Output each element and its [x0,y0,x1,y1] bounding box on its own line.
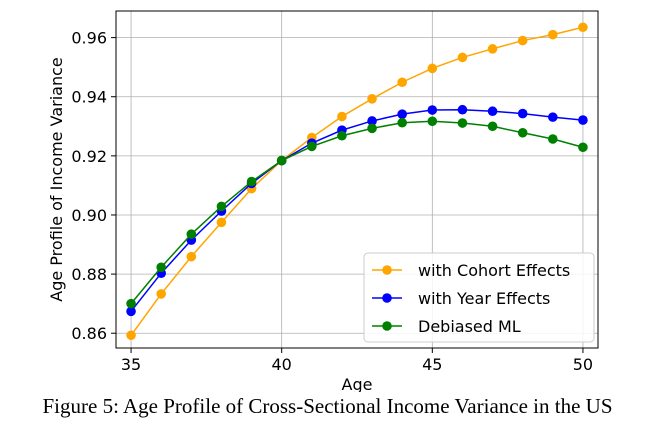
data-point-with-year-effects [397,109,407,119]
data-point-debiased-ml [276,155,287,166]
y-axis-ticks: 0.86 0.88 0.90 0.92 0.94 0.96 [71,29,116,343]
data-point-debiased-ml [578,142,588,153]
y-tick-label: 0.92 [71,147,107,166]
y-tick-label: 0.96 [71,29,107,48]
data-point-with-cohort-effects [397,77,407,88]
data-point-with-year-effects [548,112,558,122]
legend-label-with-cohort-effects: with Cohort Effects [418,261,570,280]
data-point-with-year-effects [427,105,438,115]
data-point-debiased-ml [517,127,528,138]
legend-label-with-year-effects: with Year Effects [418,289,550,308]
y-tick-label: 0.86 [71,324,107,343]
series-group [126,22,588,341]
data-point-debiased-ml [457,118,468,128]
data-point-with-cohort-effects [427,63,438,74]
data-point-debiased-ml [427,116,438,127]
data-point-with-year-effects [517,108,528,119]
data-point-with-year-effects [457,104,468,115]
legend-marker-with-year-effects [382,293,392,303]
series-debiased-ml [126,116,588,309]
data-point-with-cohort-effects [126,330,136,341]
x-tick-label: 50 [573,355,593,374]
y-tick-label: 0.94 [71,88,107,107]
y-tick-label: 0.90 [71,206,107,225]
legend-marker-debiased-ml [382,321,392,331]
legend-label-debiased-ml: Debiased ML [418,317,521,336]
data-point-with-cohort-effects [367,93,377,104]
data-point-debiased-ml [337,130,347,141]
data-point-with-cohort-effects [517,35,528,46]
data-point-with-cohort-effects [186,251,197,262]
data-point-with-cohort-effects [156,289,166,299]
data-point-with-year-effects [578,115,588,125]
x-axis-ticks: 35 40 45 50 [121,348,593,374]
data-point-debiased-ml [216,201,227,212]
data-point-with-cohort-effects [578,22,588,33]
legend-marker-with-cohort-effects [382,265,392,275]
data-point-debiased-ml [367,123,377,134]
data-point-debiased-ml [126,298,136,309]
figure-caption: Figure 5: Age Profile of Cross-Sectional… [42,394,613,418]
y-axis-label: Age Profile of Income Variance [47,57,66,301]
data-point-debiased-ml [487,121,498,132]
data-point-with-year-effects [367,116,377,126]
data-point-debiased-ml [307,141,317,152]
data-point-with-cohort-effects [457,52,468,63]
series-line-with-cohort-effects [130,26,584,336]
plot-frame [115,10,599,349]
series-line-debiased-ml [130,120,584,305]
x-tick-label: 35 [121,355,141,374]
data-point-with-year-effects [487,106,498,117]
x-tick-label: 45 [422,355,442,374]
data-point-with-cohort-effects [548,29,558,40]
data-point-with-cohort-effects [337,111,347,122]
x-axis-label: Age [342,375,373,392]
legend-box [363,252,595,343]
data-point-with-cohort-effects [216,217,227,228]
data-point-debiased-ml [186,229,197,239]
data-point-with-cohort-effects [487,44,498,54]
legend: with Cohort Effects with Year Effects Debi… [363,252,595,343]
data-point-debiased-ml [246,176,257,187]
line-chart: 35 40 45 50 0.86 0.88 0.90 0.92 0.94 0.96 Age Ag… [47,10,599,392]
data-point-debiased-ml [397,117,407,128]
y-tick-label: 0.88 [71,265,107,284]
series-with-cohort-effects [126,22,588,341]
data-point-debiased-ml [548,134,558,144]
data-point-debiased-ml [156,262,166,273]
data-point-with-year-effects [126,306,136,317]
x-tick-label: 40 [272,355,292,374]
series-line-with-year-effects [130,108,584,312]
